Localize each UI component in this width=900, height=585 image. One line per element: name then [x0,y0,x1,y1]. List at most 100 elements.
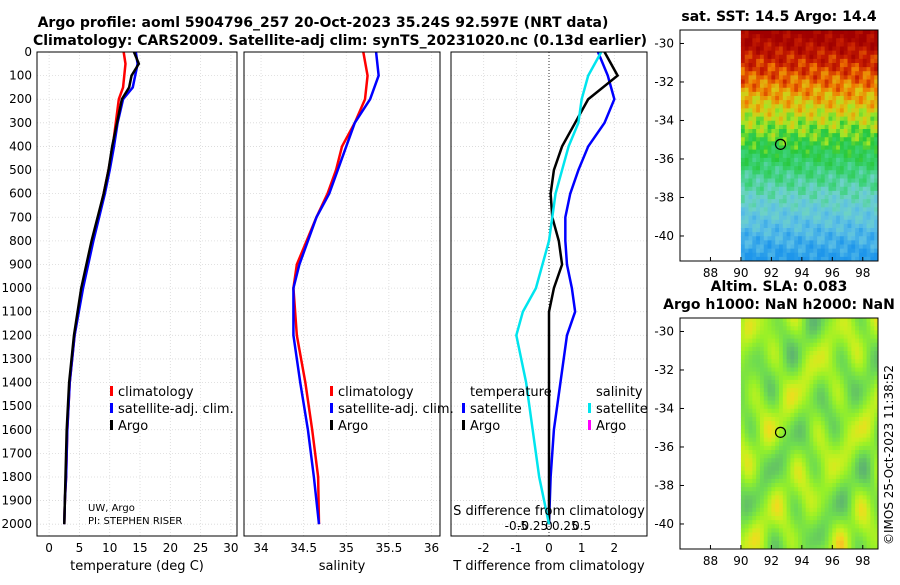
map-cell [847,63,852,68]
map-cell [828,487,833,492]
map-cell [771,30,776,35]
map-cell [782,75,788,80]
map-cell [779,108,784,113]
map-cell [874,450,879,455]
map-cell [813,207,818,212]
map-cell [790,223,795,229]
map-cell [866,429,871,434]
map-cell [874,256,879,262]
map-cell [763,87,769,93]
map-cell [801,34,807,39]
map-cell [748,334,753,340]
map-cell [813,112,818,118]
map-cell [839,157,845,163]
map-cell [752,145,757,151]
map-cell [870,408,875,414]
map-cell [855,429,860,434]
map-cell [779,487,784,492]
map-cell [820,495,826,500]
map-cell [786,79,791,85]
map-cell [874,441,879,447]
map-cell [836,63,841,68]
map-cell [759,232,765,237]
x-axis-label: temperature (deg C) [70,559,204,574]
map-cell [809,466,814,472]
map-cell [851,166,856,171]
map-cell [820,248,826,254]
map-cell [790,100,795,105]
map-cell [744,445,750,451]
map-cell [798,392,803,397]
map-cell [767,108,772,113]
map-cell [820,421,826,426]
map-cell [870,58,875,64]
map-cell [832,211,837,217]
map-cell [798,79,803,85]
map-cell [847,166,852,171]
map-cell [805,223,810,229]
map-cell [756,487,761,492]
map-cell [862,478,868,484]
map-cell [801,330,807,335]
map-cell [817,137,822,142]
map-cell [824,75,829,80]
map-cell [855,79,860,85]
map-cell [809,244,814,250]
map-cell [771,256,776,262]
map-cell [779,133,784,138]
y-tick-label: 1100 [1,305,32,319]
map-cell [756,367,761,373]
map-cell [858,100,864,105]
map-cell [828,544,833,550]
map-cell [836,71,841,76]
series-line-argo [63,51,141,525]
map-cell [790,190,795,196]
map-cell [817,104,822,109]
map-cell [866,145,871,151]
map-cell [809,524,814,529]
map-cell [855,462,860,467]
map-cell [828,491,833,496]
map-cell [805,83,810,89]
map-cell [786,396,791,401]
map-cell [870,392,875,397]
map-cell [817,499,822,505]
map-cell [767,120,772,126]
map-cell [771,375,776,381]
map-cell [862,133,868,138]
map-cell [794,75,799,80]
map-cell [836,186,841,192]
map-cell [786,379,791,385]
map-cell [824,388,829,393]
map-cell [771,404,776,410]
map-cell [809,141,814,146]
map-cell [858,342,864,348]
map-cell [820,520,826,525]
map-cell [870,207,875,212]
map-cell [824,223,829,229]
map-cell [832,137,837,142]
map-cell [782,223,788,229]
map-cell [744,195,750,200]
map-cell [744,408,750,414]
map-cell [763,232,769,237]
map-cell [794,499,799,505]
map-cell [820,42,826,47]
map-cell [779,256,784,262]
map-cell [790,536,795,542]
map-cell [870,363,875,368]
map-cell [820,83,826,89]
map-cell [817,186,822,192]
map-cell [779,520,784,525]
map-cell [832,507,837,513]
map-cell [752,367,757,373]
map-cell [862,145,868,151]
map-cell [756,124,761,130]
map-cell [805,174,810,179]
map-cell [809,124,814,130]
map-cell [786,384,791,389]
map-cell [744,190,750,196]
map-cell [748,38,753,43]
map-cell [847,87,852,93]
map-cell [779,351,784,356]
